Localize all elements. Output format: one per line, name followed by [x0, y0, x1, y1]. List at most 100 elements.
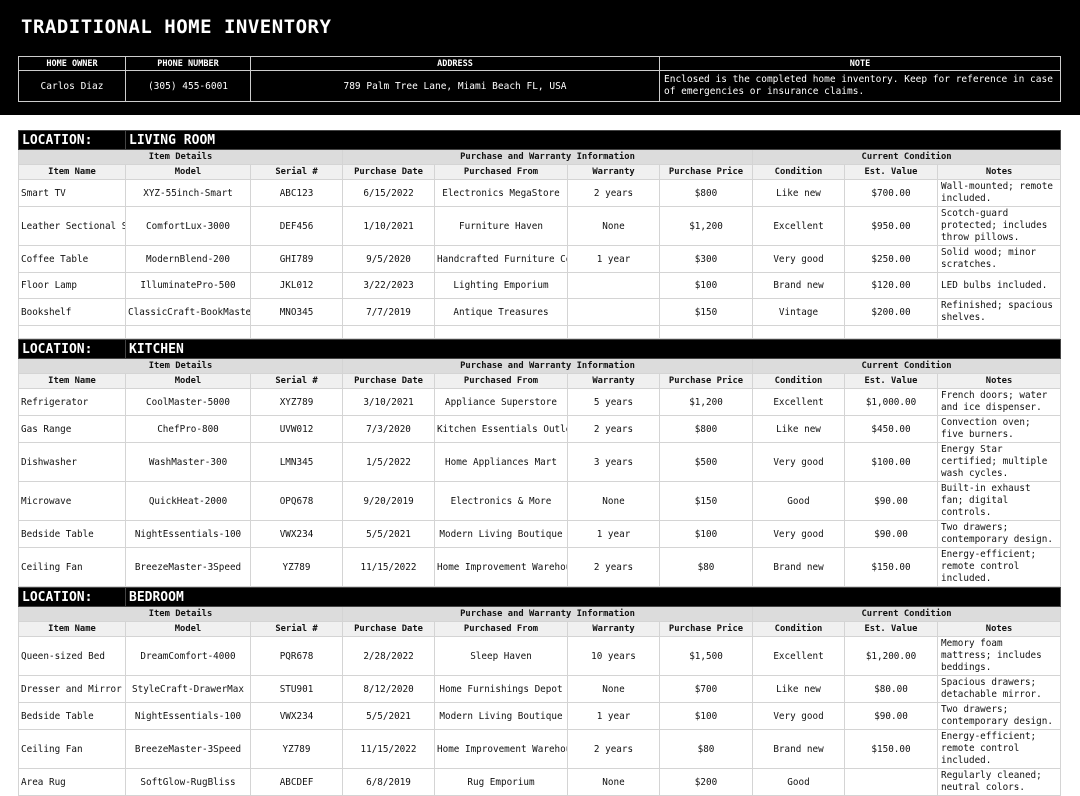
cell-condition: Vintage: [752, 298, 845, 326]
table-row: Ceiling Fan BreezeMaster-3Speed YZ789 11/15…: [18, 547, 1062, 587]
cell-condition: Very good: [752, 702, 845, 730]
cell-notes: Regularly cleaned; neutral colors.: [936, 768, 1062, 796]
cell-purchase-price: $1,500: [659, 636, 753, 676]
cell-warranty: None: [567, 768, 660, 796]
cell-warranty: 2 years: [567, 415, 660, 443]
cell-model: IlluminatePro-500: [125, 272, 251, 299]
table-row: Bedside Table NightEssentials-100 VWX234 5/…: [18, 520, 1062, 548]
cell-purchased-from: Furniture Haven: [434, 206, 568, 246]
table-row: Microwave QuickHeat-2000 OPQ678 9/20/2019 El…: [18, 481, 1062, 521]
cell-purchased-from: Modern Living Boutique: [434, 702, 568, 730]
inventory-sections: LOCATION: LIVING ROOM Item Details Purchase…: [18, 130, 1062, 796]
cell-purchased-from: Electronics & More: [434, 481, 568, 521]
cell-notes: Refinished; spacious shelves.: [936, 298, 1062, 326]
cell-purchased-from: Lighting Emporium: [434, 272, 568, 299]
cell-est-value: $200.00: [844, 298, 938, 326]
cell-model: BreezeMaster-3Speed: [125, 547, 251, 587]
cell-purchase-date: 9/5/2020: [342, 245, 435, 273]
owner-info-table: HOME OWNER PHONE NUMBER ADDRESS NOTE Car…: [18, 56, 1061, 102]
cell-condition: Like new: [752, 179, 845, 207]
cell-warranty: None: [567, 481, 660, 521]
cell-notes: Convection oven; five burners.: [936, 415, 1062, 443]
cell-warranty: 1 year: [567, 520, 660, 548]
cell-model: QuickHeat-2000: [125, 481, 251, 521]
column-header-condition: Condition: [752, 621, 845, 637]
column-header-purchase-date: Purchase Date: [342, 621, 435, 637]
column-header-purchase-price: Purchase Price: [659, 164, 753, 180]
cell-model: NightEssentials-100: [125, 702, 251, 730]
column-header-serial: Serial #: [250, 373, 343, 389]
cell-purchased-from: Handcrafted Furniture Co.: [434, 245, 568, 273]
cell-est-value: $1,000.00: [844, 388, 938, 416]
empty-cell: [567, 325, 660, 339]
cell-notes: Memory foam mattress; includes beddings.: [936, 636, 1062, 676]
cell-est-value: $700.00: [844, 179, 938, 207]
empty-cell: [659, 325, 753, 339]
empty-cell: [125, 325, 251, 339]
empty-cell: [342, 325, 435, 339]
cell-model: ComfortLux-3000: [125, 206, 251, 246]
column-header-purchased-from: Purchased From: [434, 164, 568, 180]
page-title: TRADITIONAL HOME INVENTORY: [21, 16, 332, 38]
cell-item-name: Microwave: [18, 481, 126, 521]
cell-est-value: $150.00: [844, 547, 938, 587]
column-header-notes: Notes: [936, 164, 1062, 180]
cell-purchase-price: $200: [659, 768, 753, 796]
column-header-item-name: Item Name: [18, 373, 126, 389]
cell-purchase-date: 1/5/2022: [342, 442, 435, 482]
table-row: Floor Lamp IlluminatePro-500 JKL012 3/22/20…: [18, 272, 1062, 299]
cell-purchase-date: 8/12/2020: [342, 675, 435, 703]
column-header-item-name: Item Name: [18, 621, 126, 637]
header-address: ADDRESS: [250, 56, 660, 71]
column-header-item-name: Item Name: [18, 164, 126, 180]
group-item-details: Item Details: [18, 606, 343, 622]
cell-serial: STU901: [250, 675, 343, 703]
column-header-serial: Serial #: [250, 164, 343, 180]
column-header-purchased-from: Purchased From: [434, 621, 568, 637]
cell-item-name: Area Rug: [18, 768, 126, 796]
cell-warranty: 1 year: [567, 702, 660, 730]
column-header-serial: Serial #: [250, 621, 343, 637]
cell-condition: Brand new: [752, 729, 845, 769]
cell-serial: DEF456: [250, 206, 343, 246]
cell-model: DreamComfort-4000: [125, 636, 251, 676]
cell-serial: YZ789: [250, 547, 343, 587]
cell-purchased-from: Home Improvement Warehouse: [434, 729, 568, 769]
table-row: Smart TV XYZ-55inch-Smart ABC123 6/15/2022 E…: [18, 179, 1062, 207]
cell-notes: Energy-efficient; remote control include…: [936, 729, 1062, 769]
cell-purchase-date: 3/22/2023: [342, 272, 435, 299]
location-name: BEDROOM: [124, 587, 1062, 607]
cell-purchase-price: $300: [659, 245, 753, 273]
location-bar: LOCATION: LIVING ROOM: [18, 130, 1062, 150]
location-label: LOCATION:: [18, 587, 126, 607]
phone-number-value: (305) 455-6001: [125, 70, 251, 102]
column-header-notes: Notes: [936, 621, 1062, 637]
column-header-model: Model: [125, 373, 251, 389]
cell-purchase-price: $500: [659, 442, 753, 482]
cell-purchase-date: 2/28/2022: [342, 636, 435, 676]
cell-purchase-price: $80: [659, 547, 753, 587]
cell-model: ClassicCraft-BookMaster: [125, 298, 251, 326]
cell-purchase-price: $100: [659, 702, 753, 730]
cell-purchase-price: $800: [659, 415, 753, 443]
cell-purchase-price: $150: [659, 298, 753, 326]
note-value: Enclosed is the completed home inventory…: [659, 70, 1061, 102]
cell-notes: Two drawers; contemporary design.: [936, 702, 1062, 730]
cell-item-name: Gas Range: [18, 415, 126, 443]
cell-warranty: 1 year: [567, 245, 660, 273]
cell-condition: Excellent: [752, 636, 845, 676]
table-row: Leather Sectional SofaComfortLux-3000DEF…: [18, 206, 1062, 246]
cell-purchase-date: 11/15/2022: [342, 729, 435, 769]
cell-notes: Scotch-guard protected; includes throw p…: [936, 206, 1062, 246]
column-header-warranty: Warranty: [567, 373, 660, 389]
cell-item-name: Ceiling Fan: [18, 729, 126, 769]
cell-warranty: 2 years: [567, 179, 660, 207]
cell-item-name: Bookshelf: [18, 298, 126, 326]
home-owner-value: Carlos Diaz: [18, 70, 126, 102]
cell-serial: GHI789: [250, 245, 343, 273]
cell-warranty: 2 years: [567, 729, 660, 769]
cell-item-name: Refrigerator: [18, 388, 126, 416]
cell-purchased-from: Home Furnishings Depot: [434, 675, 568, 703]
cell-item-name: Dishwasher: [18, 442, 126, 482]
cell-item-name: Floor Lamp: [18, 272, 126, 299]
